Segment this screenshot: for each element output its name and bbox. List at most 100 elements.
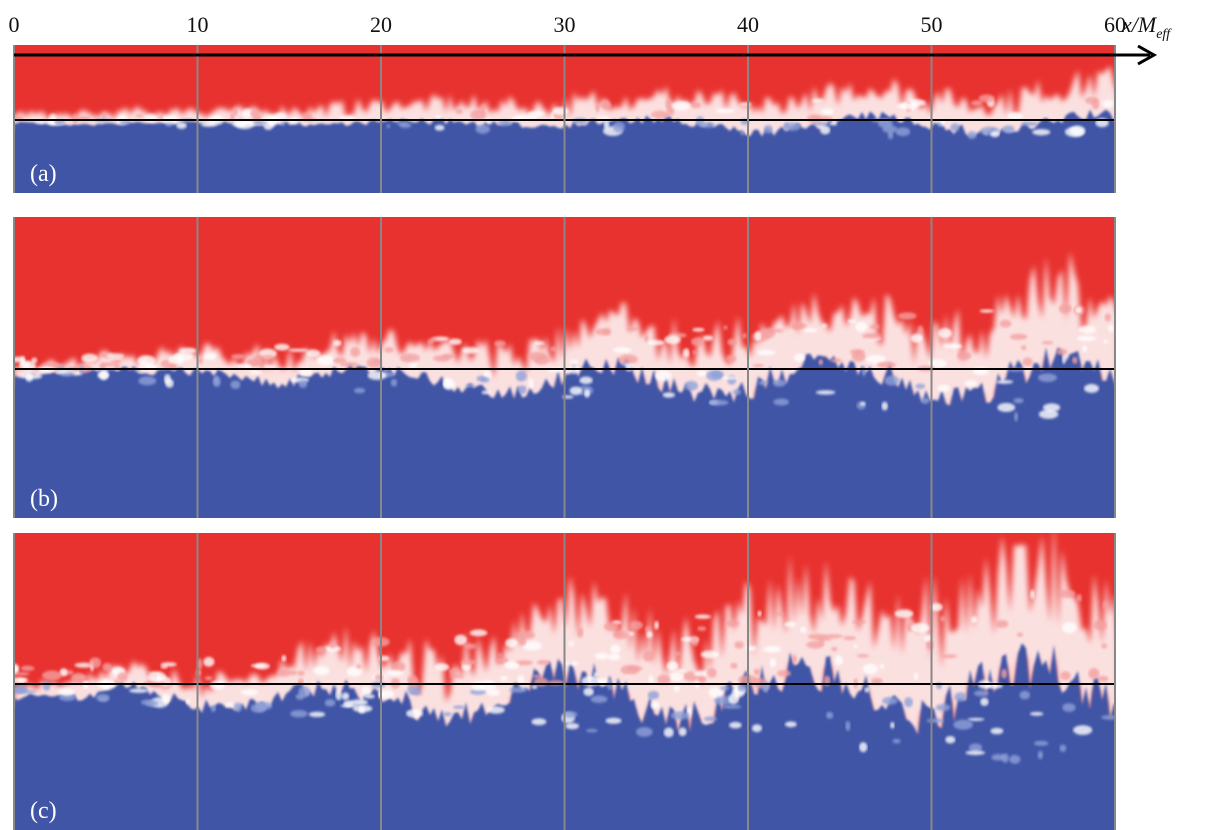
eddy <box>995 620 1009 628</box>
eddy <box>670 671 684 682</box>
eddy <box>1061 353 1066 365</box>
eddy <box>851 350 866 362</box>
panel-label: (c) <box>30 798 57 824</box>
eddy <box>579 376 593 385</box>
eddy <box>740 131 745 136</box>
eddy <box>516 631 536 640</box>
eddy <box>644 334 649 343</box>
eddy <box>42 680 51 691</box>
eddy <box>613 630 630 639</box>
eddy <box>1062 703 1076 712</box>
eddy <box>197 357 203 364</box>
eddy <box>434 115 443 120</box>
eddy <box>862 332 882 340</box>
eddy <box>518 385 527 395</box>
eddy <box>263 365 276 369</box>
eddy <box>352 704 373 713</box>
eddy <box>48 113 57 125</box>
eddy <box>612 347 632 353</box>
eddy <box>1101 715 1115 720</box>
eddy <box>950 123 960 132</box>
eddy <box>455 108 463 115</box>
eddy <box>732 389 742 395</box>
eddy <box>610 644 621 654</box>
eddy <box>1097 675 1109 682</box>
eddy <box>830 358 842 363</box>
eddy <box>563 661 579 666</box>
eddy <box>277 669 292 677</box>
eddy <box>59 668 68 677</box>
eddy <box>442 377 452 389</box>
eddy <box>697 626 707 631</box>
eddy <box>14 672 30 676</box>
eddy <box>448 668 458 676</box>
eddy <box>364 694 375 699</box>
eddy <box>288 670 298 676</box>
eddy <box>996 379 1014 384</box>
eddy <box>815 390 836 395</box>
eddy <box>386 669 404 676</box>
eddy <box>772 379 786 387</box>
eddy <box>807 633 828 640</box>
eddy <box>1013 397 1024 404</box>
eddy <box>429 337 437 342</box>
x-tick-label: 40 <box>737 12 759 37</box>
eddy <box>135 113 144 118</box>
x-tick-label: 50 <box>921 12 943 37</box>
eddy <box>725 620 740 628</box>
eddy <box>887 130 894 140</box>
eddy <box>290 117 300 125</box>
eddy <box>281 655 287 662</box>
eddy <box>290 710 308 718</box>
eddy <box>915 383 926 389</box>
eddy <box>505 638 518 648</box>
eddy <box>313 666 330 676</box>
eddy <box>346 666 363 677</box>
eddy <box>666 661 679 671</box>
eddy <box>596 116 610 120</box>
eddy <box>25 372 33 382</box>
eddy <box>89 657 102 669</box>
eddy <box>452 705 465 709</box>
eddy <box>315 646 327 654</box>
eddy <box>481 390 491 395</box>
eddy <box>757 610 762 617</box>
eddy <box>96 693 110 702</box>
eddy <box>763 125 773 134</box>
eddy <box>673 685 681 692</box>
eddy <box>690 635 699 647</box>
eddy <box>930 603 943 612</box>
eddy <box>847 319 857 324</box>
eddy <box>682 348 690 358</box>
eddy <box>917 325 924 336</box>
eddy <box>926 718 945 723</box>
eddy <box>783 122 801 131</box>
eddy <box>691 101 702 109</box>
field <box>14 45 1115 193</box>
eddy <box>742 333 747 339</box>
eddy <box>794 353 806 362</box>
eddy <box>332 357 347 364</box>
eddy <box>176 121 187 129</box>
eddy <box>212 376 221 387</box>
eddy <box>1108 324 1114 332</box>
eddy <box>730 662 738 669</box>
eddy <box>58 693 76 702</box>
eddy <box>1016 632 1024 637</box>
eddy <box>329 641 337 649</box>
eddy <box>879 663 885 669</box>
eddy <box>399 122 412 128</box>
eddy <box>1033 740 1049 746</box>
eddy <box>943 343 963 350</box>
eddy <box>1058 303 1072 314</box>
eddy <box>1075 306 1082 314</box>
eddy <box>965 750 986 756</box>
eddy <box>1032 128 1051 136</box>
eddy <box>102 662 112 672</box>
eddy <box>1072 356 1078 364</box>
eddy <box>791 654 798 664</box>
eddy <box>119 120 130 126</box>
eddy <box>367 371 387 380</box>
eddy <box>654 620 659 630</box>
eddy <box>138 376 157 386</box>
